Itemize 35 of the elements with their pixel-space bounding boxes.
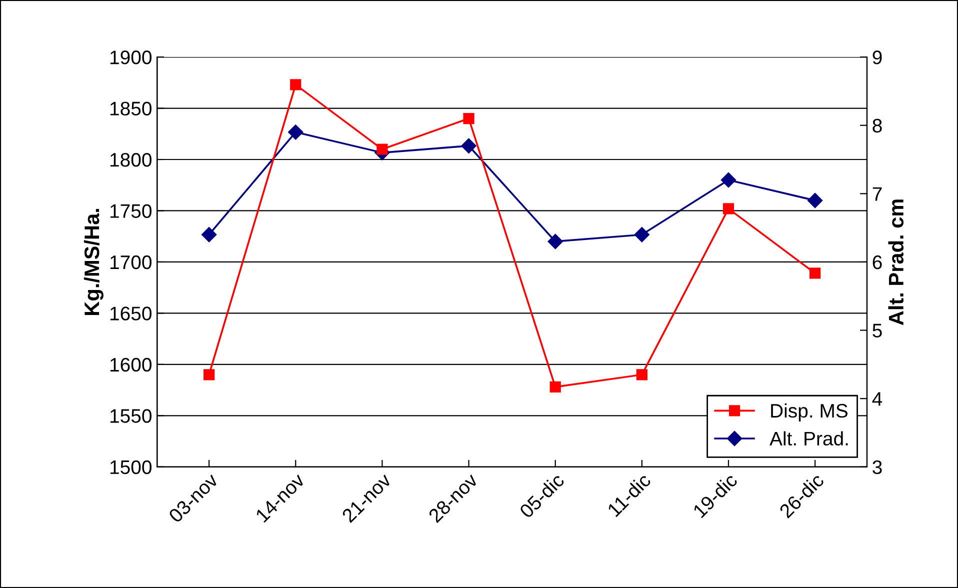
y2-tick-label: 5: [872, 324, 882, 338]
y-tick-label: 1750: [110, 204, 152, 218]
point: [201, 227, 217, 242]
y2-tick-label: 7: [872, 187, 882, 201]
point: [720, 172, 736, 188]
y2-tick-label: 8: [872, 118, 882, 133]
y-tick-label: 1900: [110, 50, 152, 64]
point: [636, 369, 648, 380]
point: [461, 138, 476, 154]
y-tick-label: 1600: [110, 358, 152, 372]
point: [722, 203, 734, 214]
y-tick-label: 1550: [110, 409, 152, 423]
y2-tick-label: 6: [872, 255, 882, 270]
y-tick-label: 1650: [110, 306, 152, 320]
y-axis-title: Kg./MS/Ha.: [84, 208, 104, 315]
y-tick-label: 1500: [110, 460, 152, 474]
point: [809, 268, 821, 279]
y2-tick-label: 4: [872, 392, 882, 406]
point: [463, 112, 474, 124]
y-tick-label: 1800: [110, 152, 152, 167]
y-tick-label: 1850: [110, 102, 152, 116]
y2-axis-title: Alt. Prad. cm: [888, 200, 904, 326]
point: [204, 369, 215, 380]
legend-label: Alt. Prad.: [770, 431, 848, 446]
point: [288, 124, 304, 140]
legend-label: Disp. MS: [771, 403, 848, 422]
y-tick-label: 1700: [110, 255, 152, 270]
y2-tick-label: 3: [872, 460, 882, 474]
point: [807, 192, 823, 208]
point: [290, 79, 302, 90]
y2-tick-label: 9: [872, 50, 882, 64]
point: [550, 381, 561, 393]
point: [376, 144, 388, 155]
point: [548, 234, 563, 250]
point: [634, 227, 650, 242]
